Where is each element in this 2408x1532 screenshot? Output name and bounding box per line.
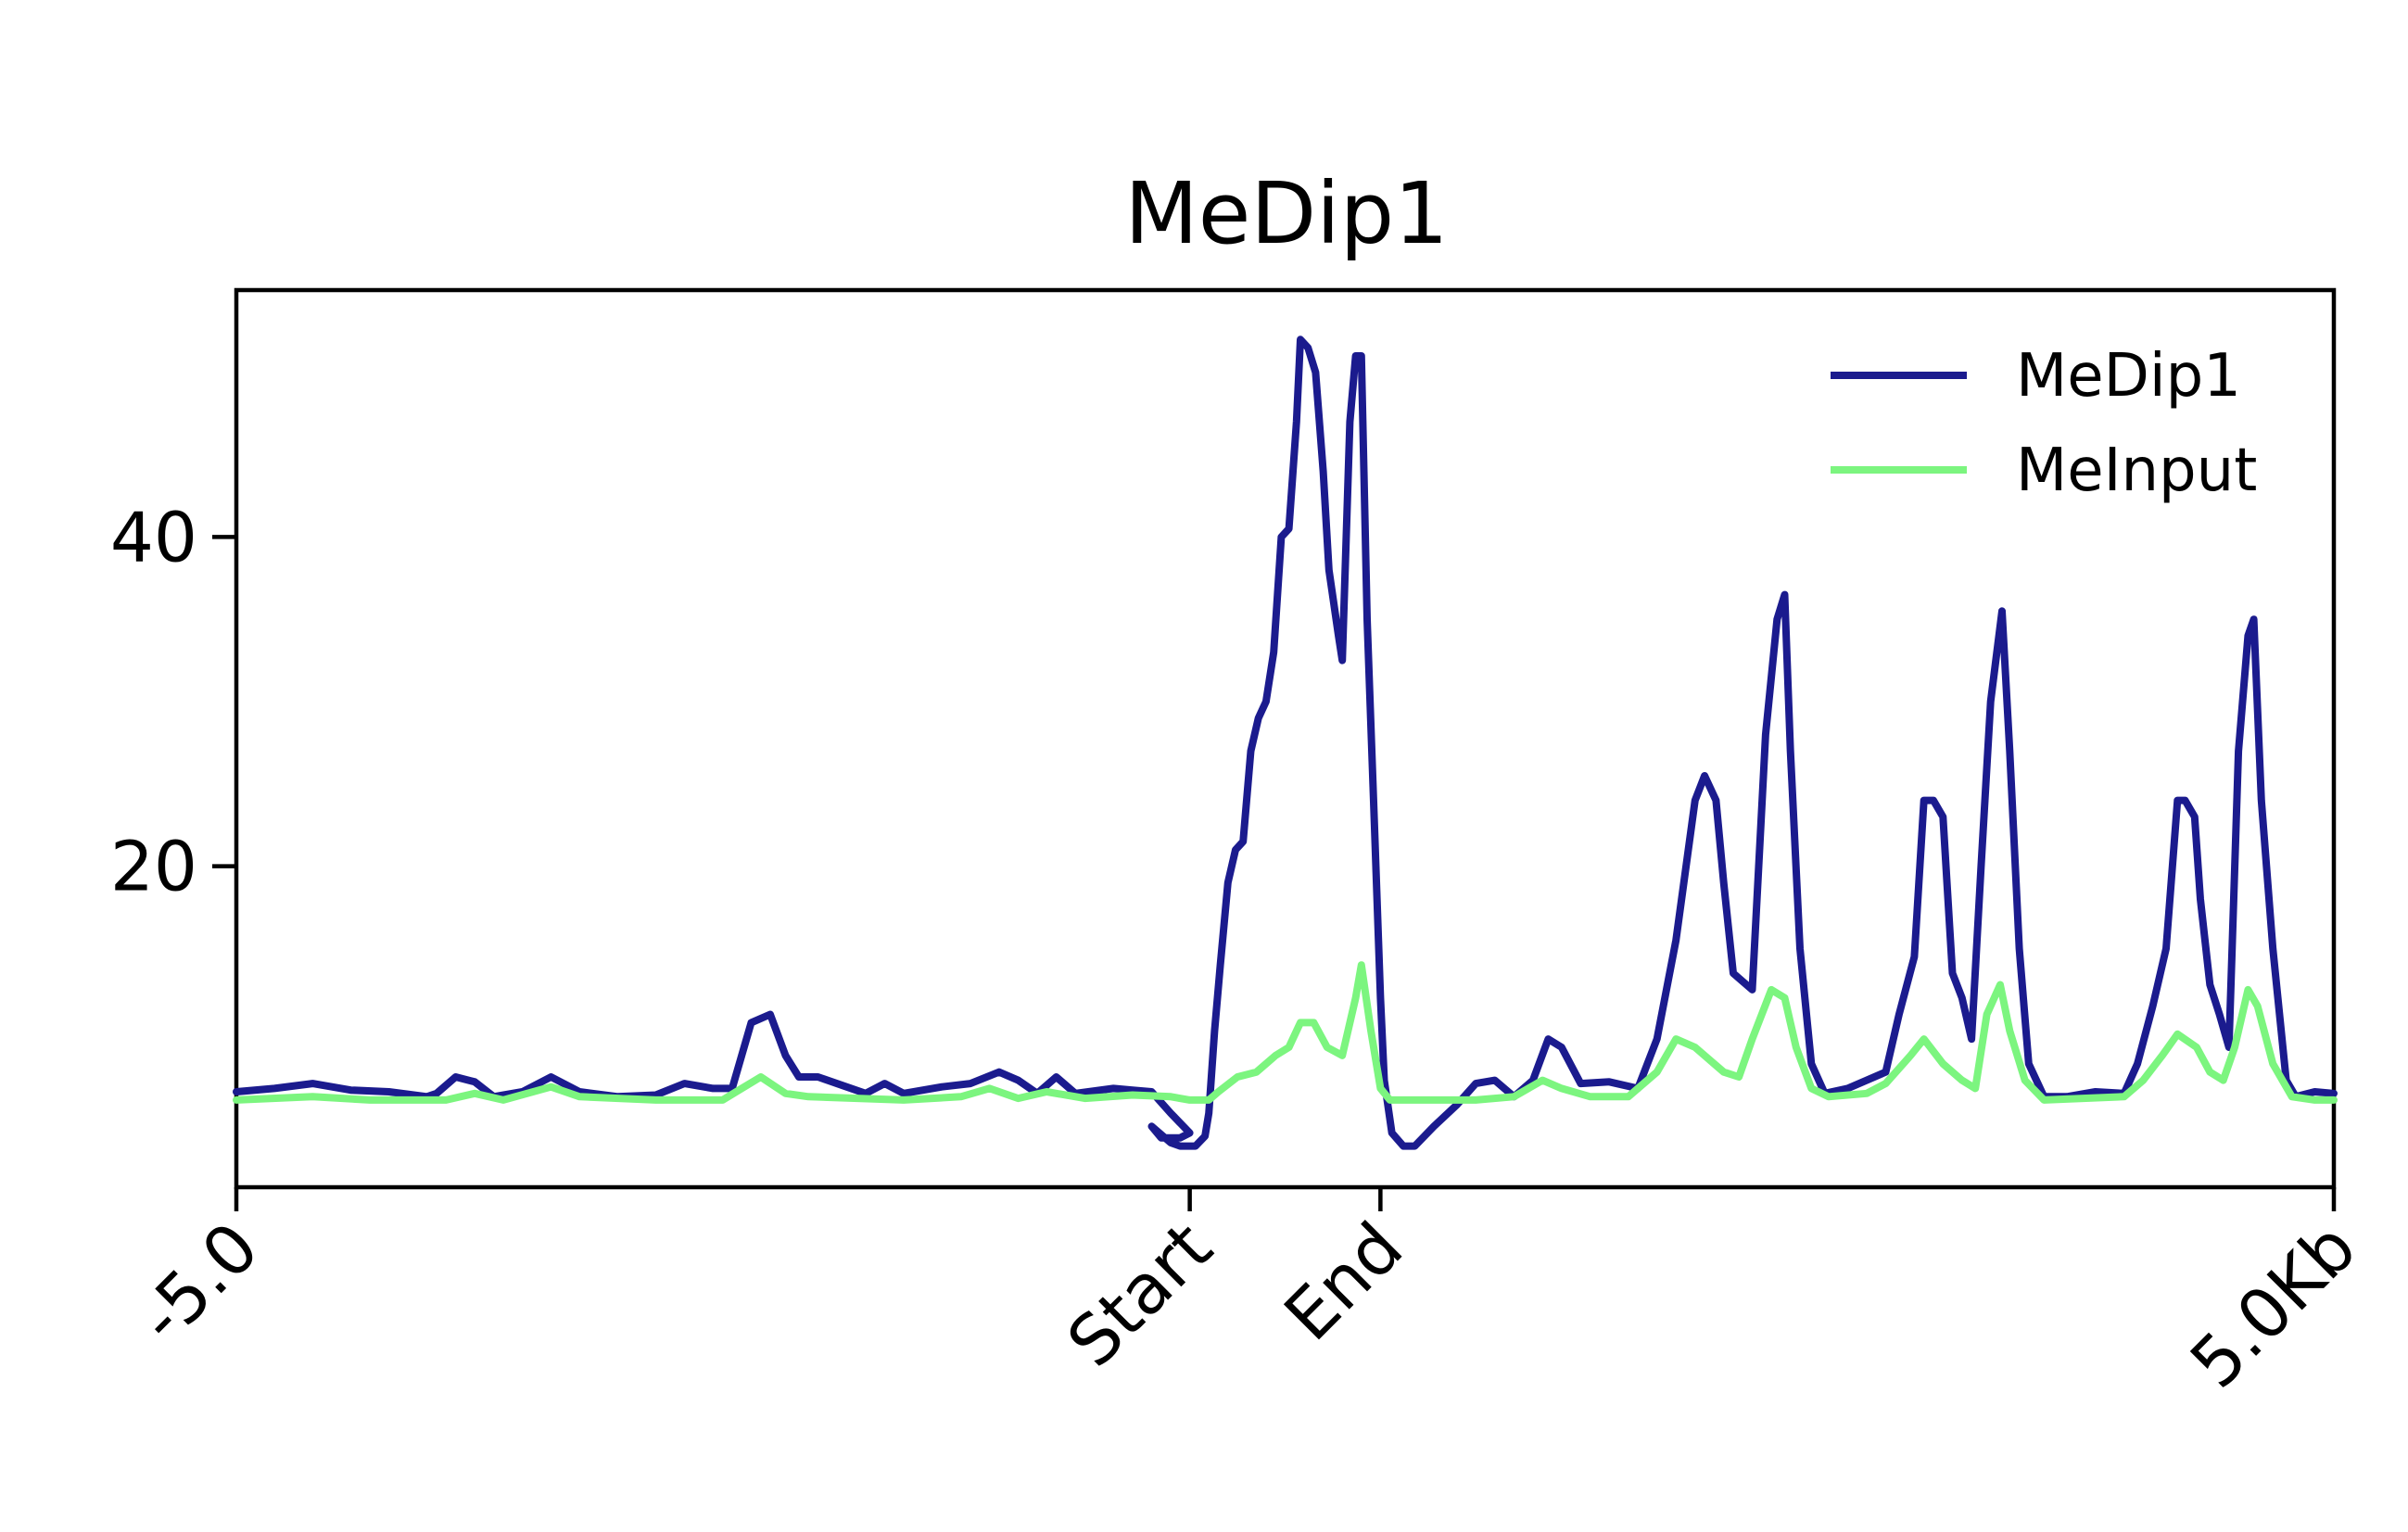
legend-label-meinput: MeInput <box>2016 437 2257 505</box>
y-tick-label: 40 <box>110 498 197 577</box>
series-line-meinput <box>233 961 2338 1104</box>
x-axis: -5.0 Start End 5.0Kb <box>123 1187 2372 1403</box>
series-line-medip1 <box>233 336 2338 1150</box>
x-tick-label: -5.0 <box>123 1208 274 1359</box>
x-tick-label: 5.0Kb <box>2175 1208 2372 1404</box>
series-layer <box>233 336 2338 1150</box>
legend: MeDip1 MeInput <box>1831 342 2257 505</box>
legend-label-medip1: MeDip1 <box>2016 342 2241 411</box>
chart-title: MeDip1 <box>1124 164 1448 263</box>
plot-frame <box>234 287 2337 1190</box>
y-tick-label: 20 <box>110 828 197 907</box>
x-tick-label: Start <box>1053 1208 1228 1383</box>
x-tick-label: End <box>1270 1208 1418 1356</box>
